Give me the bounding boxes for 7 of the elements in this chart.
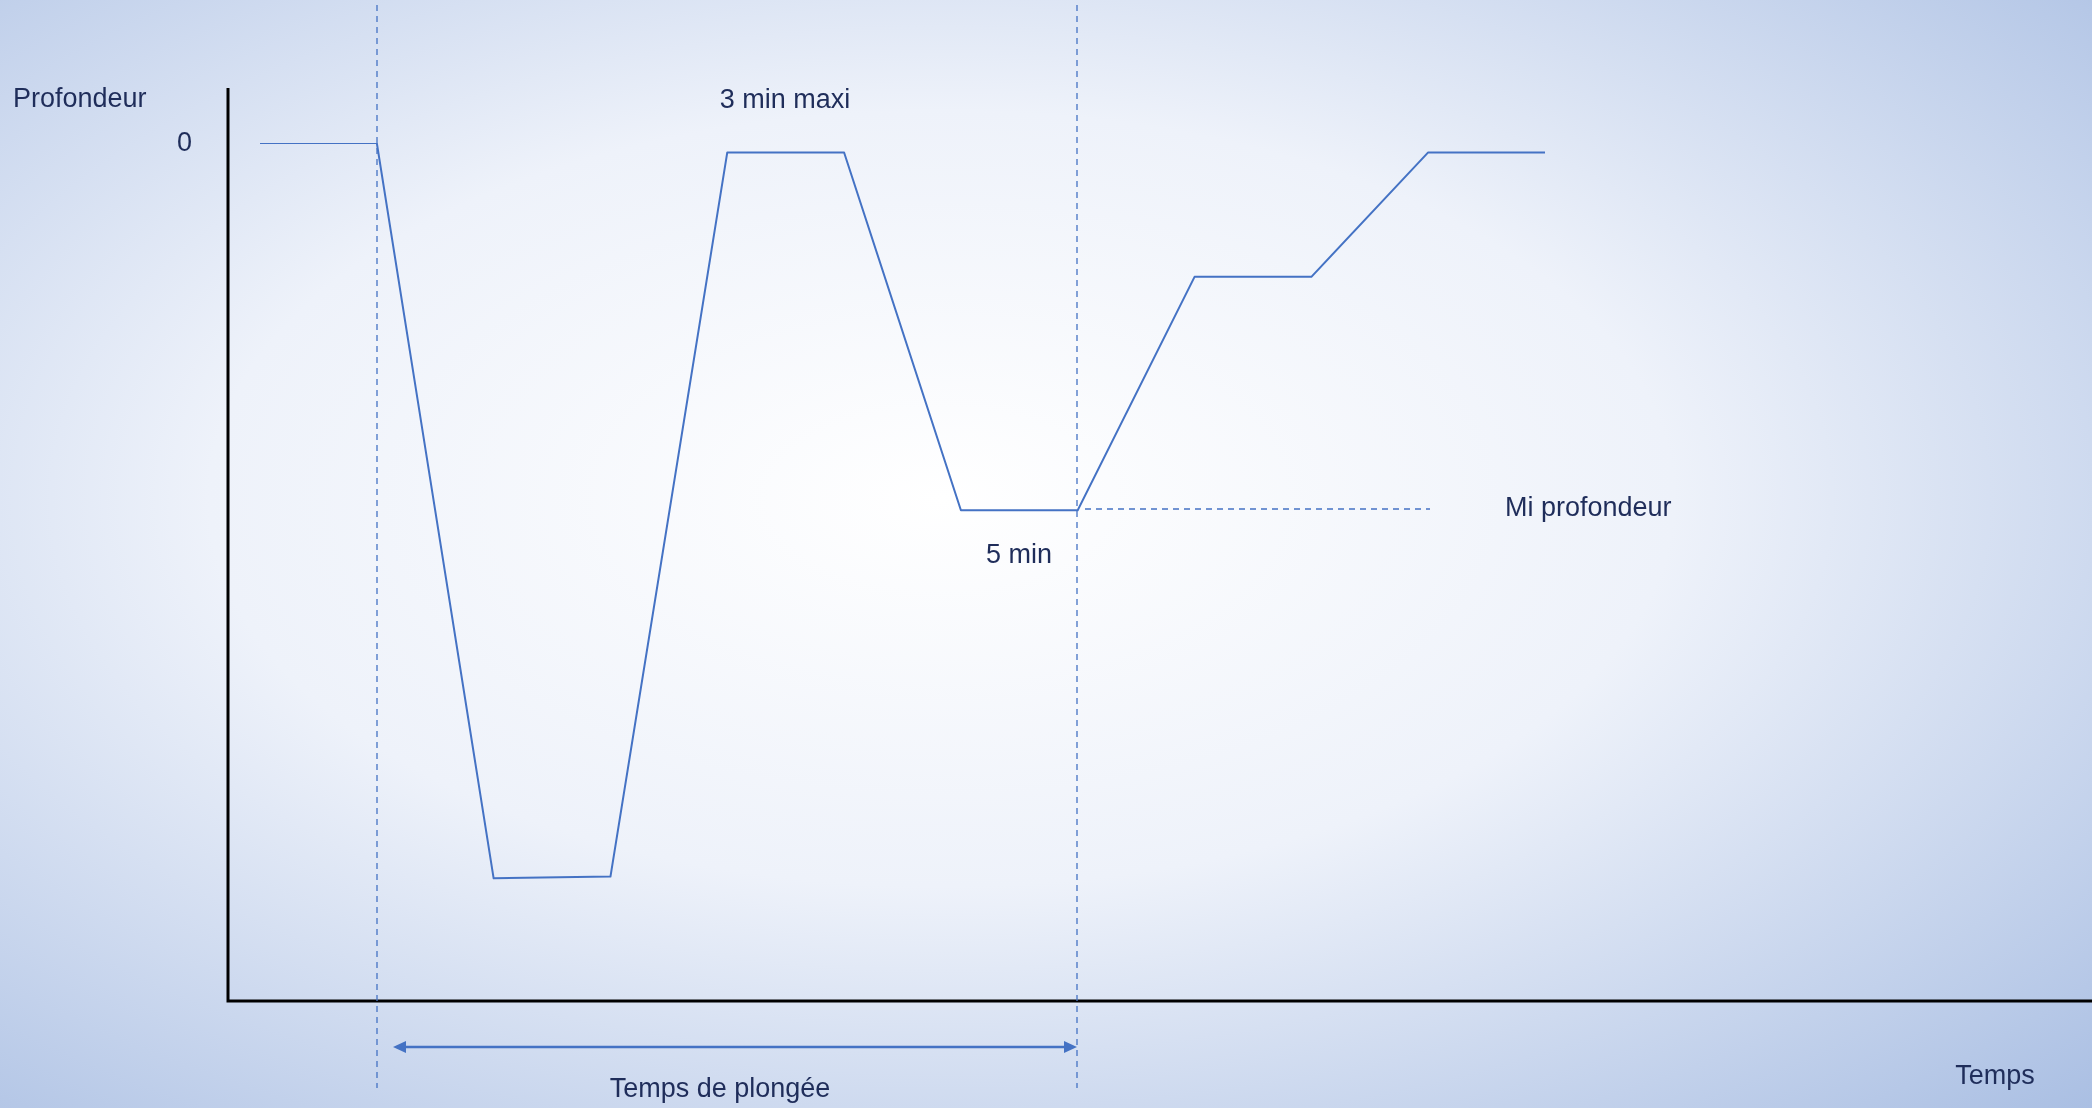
text: Temps: [1955, 1060, 2035, 1091]
annotation: Mi profondeur: [1505, 492, 1672, 523]
text: 3 min maxi: [719, 84, 851, 115]
annotation: 5 min: [985, 539, 1053, 570]
y-axis-title: Profondeur: [13, 83, 147, 114]
text: Temps de plongée: [609, 1073, 831, 1104]
text: 0: [176, 127, 192, 158]
